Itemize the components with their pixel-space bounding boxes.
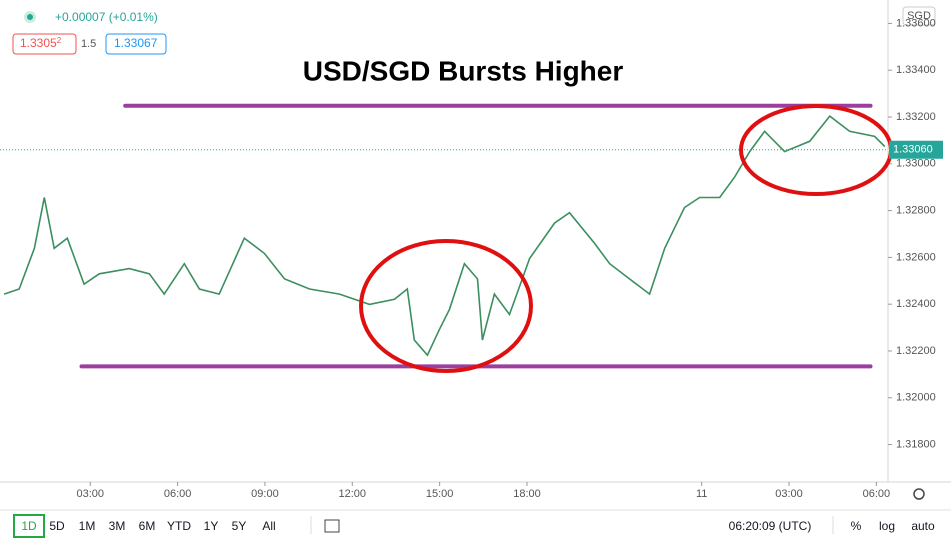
x-tick-label: 03:00 [76,488,104,500]
range-button[interactable]: 1Y [204,519,219,533]
compare-icon[interactable] [324,519,340,533]
x-tick-label: 09:00 [251,488,279,500]
toolbar: 1D 5D 1M 3M 6M YTD 1Y 5Y All [21,519,275,533]
range-button[interactable]: YTD [167,519,191,533]
currency: SGD [907,10,931,22]
change: +0.00007 (+0.01%) [55,10,158,24]
y-tick-label: 1.33200 [896,111,936,123]
y-tick-label: 1.32600 [896,251,936,263]
bid-pip: 2 [57,36,62,45]
y-tick-label: 1.33400 [896,64,936,76]
range-button[interactable]: 3M [109,519,126,533]
percent-toggle[interactable]: % [851,519,862,533]
y-tick-label: 1.31800 [896,438,936,450]
x-tick-label: 06:00 [863,488,891,500]
range-button[interactable]: 5D [49,519,65,533]
y-tick-label: 1.32400 [896,298,936,310]
bid-box[interactable] [12,33,77,55]
range-button[interactable]: 1D [21,519,37,533]
spread: 1.5 [81,38,96,50]
range-button[interactable]: 6M [139,519,156,533]
log-toggle[interactable]: log [879,519,895,533]
clock: 06:20:09 (UTC) [729,519,812,533]
highlight-circle [359,239,533,373]
ask-box[interactable] [105,33,167,55]
settings-icon[interactable] [913,488,925,500]
price-line [3,114,886,357]
x-tick-label: 15:00 [426,488,454,500]
x-tick-label: 03:00 [775,488,803,500]
auto-toggle[interactable]: auto [911,519,935,533]
last-price-label: 1.33060 [893,144,933,156]
last-price-tag [889,140,943,159]
range-button[interactable]: 5Y [232,519,247,533]
range-button[interactable]: All [262,519,275,533]
y-tick-label: 1.32800 [896,204,936,216]
currency-box[interactable] [902,6,936,26]
ask-price: 1.33067 [114,36,158,50]
y-tick-label: 1.32200 [896,345,936,357]
bid-main: 1.3305 [20,36,57,50]
y-tick-label: 1.33600 [896,17,936,29]
range-selected [13,514,45,538]
x-tick-label: 06:00 [164,488,192,500]
range-button[interactable]: 1M [79,519,96,533]
x-tick-label: 11 [696,488,707,500]
y-tick-label: 1.33000 [896,158,936,170]
bid-price: 1.33052 [20,36,62,50]
x-tick-label: 12:00 [339,488,367,500]
y-tick-label: 1.32000 [896,392,936,404]
x-tick-label: 18:00 [513,488,541,500]
status-dot [27,14,33,20]
chart-title: USD/SGD Bursts Higher [303,55,624,86]
